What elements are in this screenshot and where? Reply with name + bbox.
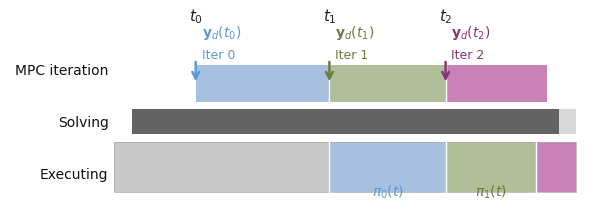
Text: $t_0$: $t_0$: [188, 7, 203, 26]
Text: Iter 2: Iter 2: [452, 50, 485, 63]
Bar: [446, 142, 536, 192]
Text: $\mathbf{y}_d(t_2)$: $\mathbf{y}_d(t_2)$: [452, 24, 491, 42]
Text: Solving: Solving: [58, 116, 108, 130]
Bar: [329, 142, 446, 192]
Text: $t_2$: $t_2$: [439, 7, 452, 26]
Text: Iter 0: Iter 0: [201, 50, 235, 63]
Text: MPC iteration: MPC iteration: [15, 64, 108, 77]
Text: $\pi_1(t)$: $\pi_1(t)$: [475, 183, 507, 201]
Text: $\mathbf{y}_d(t_1)$: $\mathbf{y}_d(t_1)$: [335, 24, 375, 42]
Text: $t_1$: $t_1$: [323, 7, 336, 26]
Text: Iter 1: Iter 1: [335, 50, 368, 63]
Bar: [446, 65, 547, 102]
Bar: [196, 65, 329, 102]
Bar: [114, 142, 329, 192]
Bar: [329, 65, 446, 102]
Text: $\pi_0(t)$: $\pi_0(t)$: [371, 183, 403, 201]
Bar: [559, 109, 577, 134]
Text: $\mathbf{y}_d(t_0)$: $\mathbf{y}_d(t_0)$: [201, 24, 241, 42]
Bar: [114, 142, 577, 192]
Text: Executing: Executing: [40, 168, 108, 182]
Bar: [536, 142, 577, 192]
Bar: [132, 109, 559, 134]
